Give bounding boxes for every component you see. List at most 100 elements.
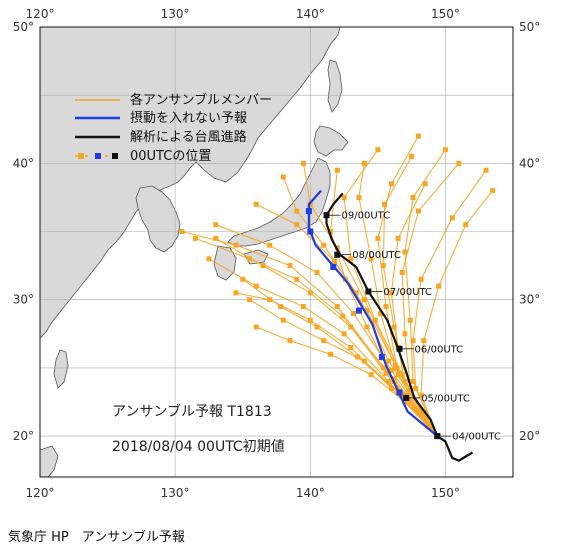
- ensemble-track-21: [255, 326, 438, 437]
- init-time-label: 2018/08/04 00UTC初期値: [112, 438, 285, 455]
- analysis-track: 04/00UTC 05/00UTC 06/00UTC 07/00UTC 08/00UTC…: [323, 192, 501, 462]
- ensemble-point-10-4: [410, 195, 416, 200]
- ensemble-point-1-3: [368, 256, 374, 262]
- ensemble-point-6-3: [348, 256, 354, 262]
- analysis-time-label-0: 04/00UTC: [452, 432, 501, 443]
- analysis-point-5: [323, 212, 330, 219]
- ensemble-point-21-5: [253, 324, 259, 330]
- control-point-5: [307, 228, 314, 235]
- land-luzon: [40, 445, 59, 477]
- ensemble-point-2-3: [380, 263, 386, 269]
- ensemble-point-16-3: [294, 276, 300, 282]
- legend-label-analysis: 解析による台風進路: [130, 129, 247, 145]
- control-point-4: [330, 264, 337, 270]
- ensemble-point-21-2: [368, 372, 374, 378]
- ensemble-point-13-5: [247, 297, 252, 303]
- ensemble-point-11-3: [307, 317, 313, 323]
- ensemble-point-8-5: [422, 181, 428, 187]
- ensemble-point-6-1: [399, 372, 405, 378]
- ensemble-point-18-1: [380, 365, 386, 371]
- ensemble-point-11-2: [348, 345, 354, 350]
- ensemble-point-6-2: [372, 317, 378, 323]
- x-tick-bottom-140: 140°: [296, 486, 325, 500]
- y-tick-right-40: 40°: [519, 156, 540, 170]
- analysis-point-2: [396, 345, 403, 352]
- typhoon-track-map: 04/00UTC 05/00UTC 06/00UTC 07/00UTC 08/00UTC…: [13, 7, 541, 500]
- source-caption: 気象庁 HP アンサンブル予報: [8, 530, 185, 545]
- ensemble-point-20-1: [392, 362, 398, 368]
- ensemble-point-6-5: [375, 147, 381, 153]
- analysis-track-line: [325, 192, 474, 462]
- ensemble-point-21-4: [287, 338, 293, 344]
- ensemble-point-21-1: [402, 399, 408, 405]
- ensemble-point-8-3: [388, 290, 394, 296]
- ensemble-point-17-4: [267, 242, 273, 248]
- control-point-2: [378, 354, 385, 360]
- ensemble-point-22-4: [294, 208, 300, 214]
- plot-frame: [39, 26, 514, 478]
- ensemble-point-5-4: [463, 222, 469, 228]
- ensemble-point-5-1: [418, 392, 424, 398]
- y-tick-right-20: 20°: [519, 429, 540, 443]
- ensemble-members: [179, 133, 496, 437]
- ensemble-point-16-1: [383, 370, 389, 376]
- ensemble-point-16-5: [192, 235, 198, 241]
- analysis-point-1: [403, 394, 410, 401]
- ensemble-point-12-2: [355, 354, 361, 360]
- ensemble-point-22-2: [353, 290, 359, 296]
- ensemble-point-8-4: [395, 235, 401, 241]
- ensemble-point-21-3: [328, 351, 334, 357]
- legend-marker-ensemble: [78, 153, 84, 159]
- ensemble-point-7-5: [334, 167, 340, 173]
- ensemble-point-2-5: [409, 154, 415, 159]
- ensemble-point-1-4: [356, 195, 362, 200]
- legend-label-ensemble: 各アンサンブルメンバー: [130, 92, 272, 108]
- ensemble-point-18-3: [287, 263, 293, 269]
- x-tick-top-130: 130°: [161, 7, 190, 21]
- ensemble-point-6-4: [341, 195, 347, 200]
- ensemble-point-20-5: [301, 160, 306, 166]
- y-tick-left-40: 40°: [13, 156, 34, 170]
- ensemble-track-5: [420, 190, 494, 437]
- control-point-1: [396, 389, 403, 396]
- ensemble-point-3-3: [399, 270, 405, 275]
- ensemble-point-14-1: [386, 379, 392, 384]
- ensemble-point-5-3: [436, 283, 442, 289]
- ensemble-point-4-3: [418, 276, 424, 282]
- ensemble-point-18-5: [179, 229, 185, 234]
- x-tick-top-140: 140°: [296, 7, 325, 21]
- ensemble-point-10-3: [402, 249, 408, 255]
- ensemble-point-5-5: [490, 188, 496, 194]
- ensemble-point-22-3: [321, 242, 327, 248]
- ensemble-point-2-2: [391, 324, 397, 330]
- ensemble-point-16-2: [340, 313, 346, 319]
- ensemble-point-14-4: [253, 283, 259, 289]
- y-tick-right-30: 30°: [519, 293, 540, 307]
- ensemble-point-14-2: [341, 331, 347, 337]
- ensemble-point-11-1: [388, 385, 394, 391]
- ensemble-track-8: [390, 183, 438, 437]
- ensemble-track-20: [302, 163, 438, 437]
- ensemble-point-17-1: [388, 368, 394, 374]
- ensemble-point-10-2: [407, 317, 413, 323]
- control-forecast: [305, 189, 441, 440]
- ensemble-point-14-5: [206, 256, 212, 262]
- ensemble-point-4-2: [410, 338, 416, 344]
- ensemble-point-12-5: [240, 276, 246, 282]
- ensemble-point-18-2: [334, 304, 340, 309]
- x-tick-top-150: 150°: [431, 7, 460, 21]
- ensemble-point-22-5: [280, 174, 286, 180]
- y-tick-left-30: 30°: [13, 293, 34, 307]
- ensemble-point-9-3: [375, 235, 381, 241]
- analysis-time-label-1: 05/00UTC: [421, 393, 470, 404]
- ensemble-track-17: [215, 224, 438, 437]
- ensemble-point-19-2: [364, 308, 370, 314]
- analysis-time-label-3: 07/00UTC: [383, 287, 432, 298]
- land-sakhalin: [327, 59, 343, 113]
- legend-swatch-markers: [75, 153, 120, 159]
- ensemble-point-9-5: [415, 133, 421, 139]
- ensemble-point-18-4: [233, 242, 239, 248]
- x-tick-bottom-120: 120°: [26, 486, 55, 500]
- x-tick-top-120: 120°: [26, 7, 55, 21]
- analysis-point-3: [365, 288, 372, 295]
